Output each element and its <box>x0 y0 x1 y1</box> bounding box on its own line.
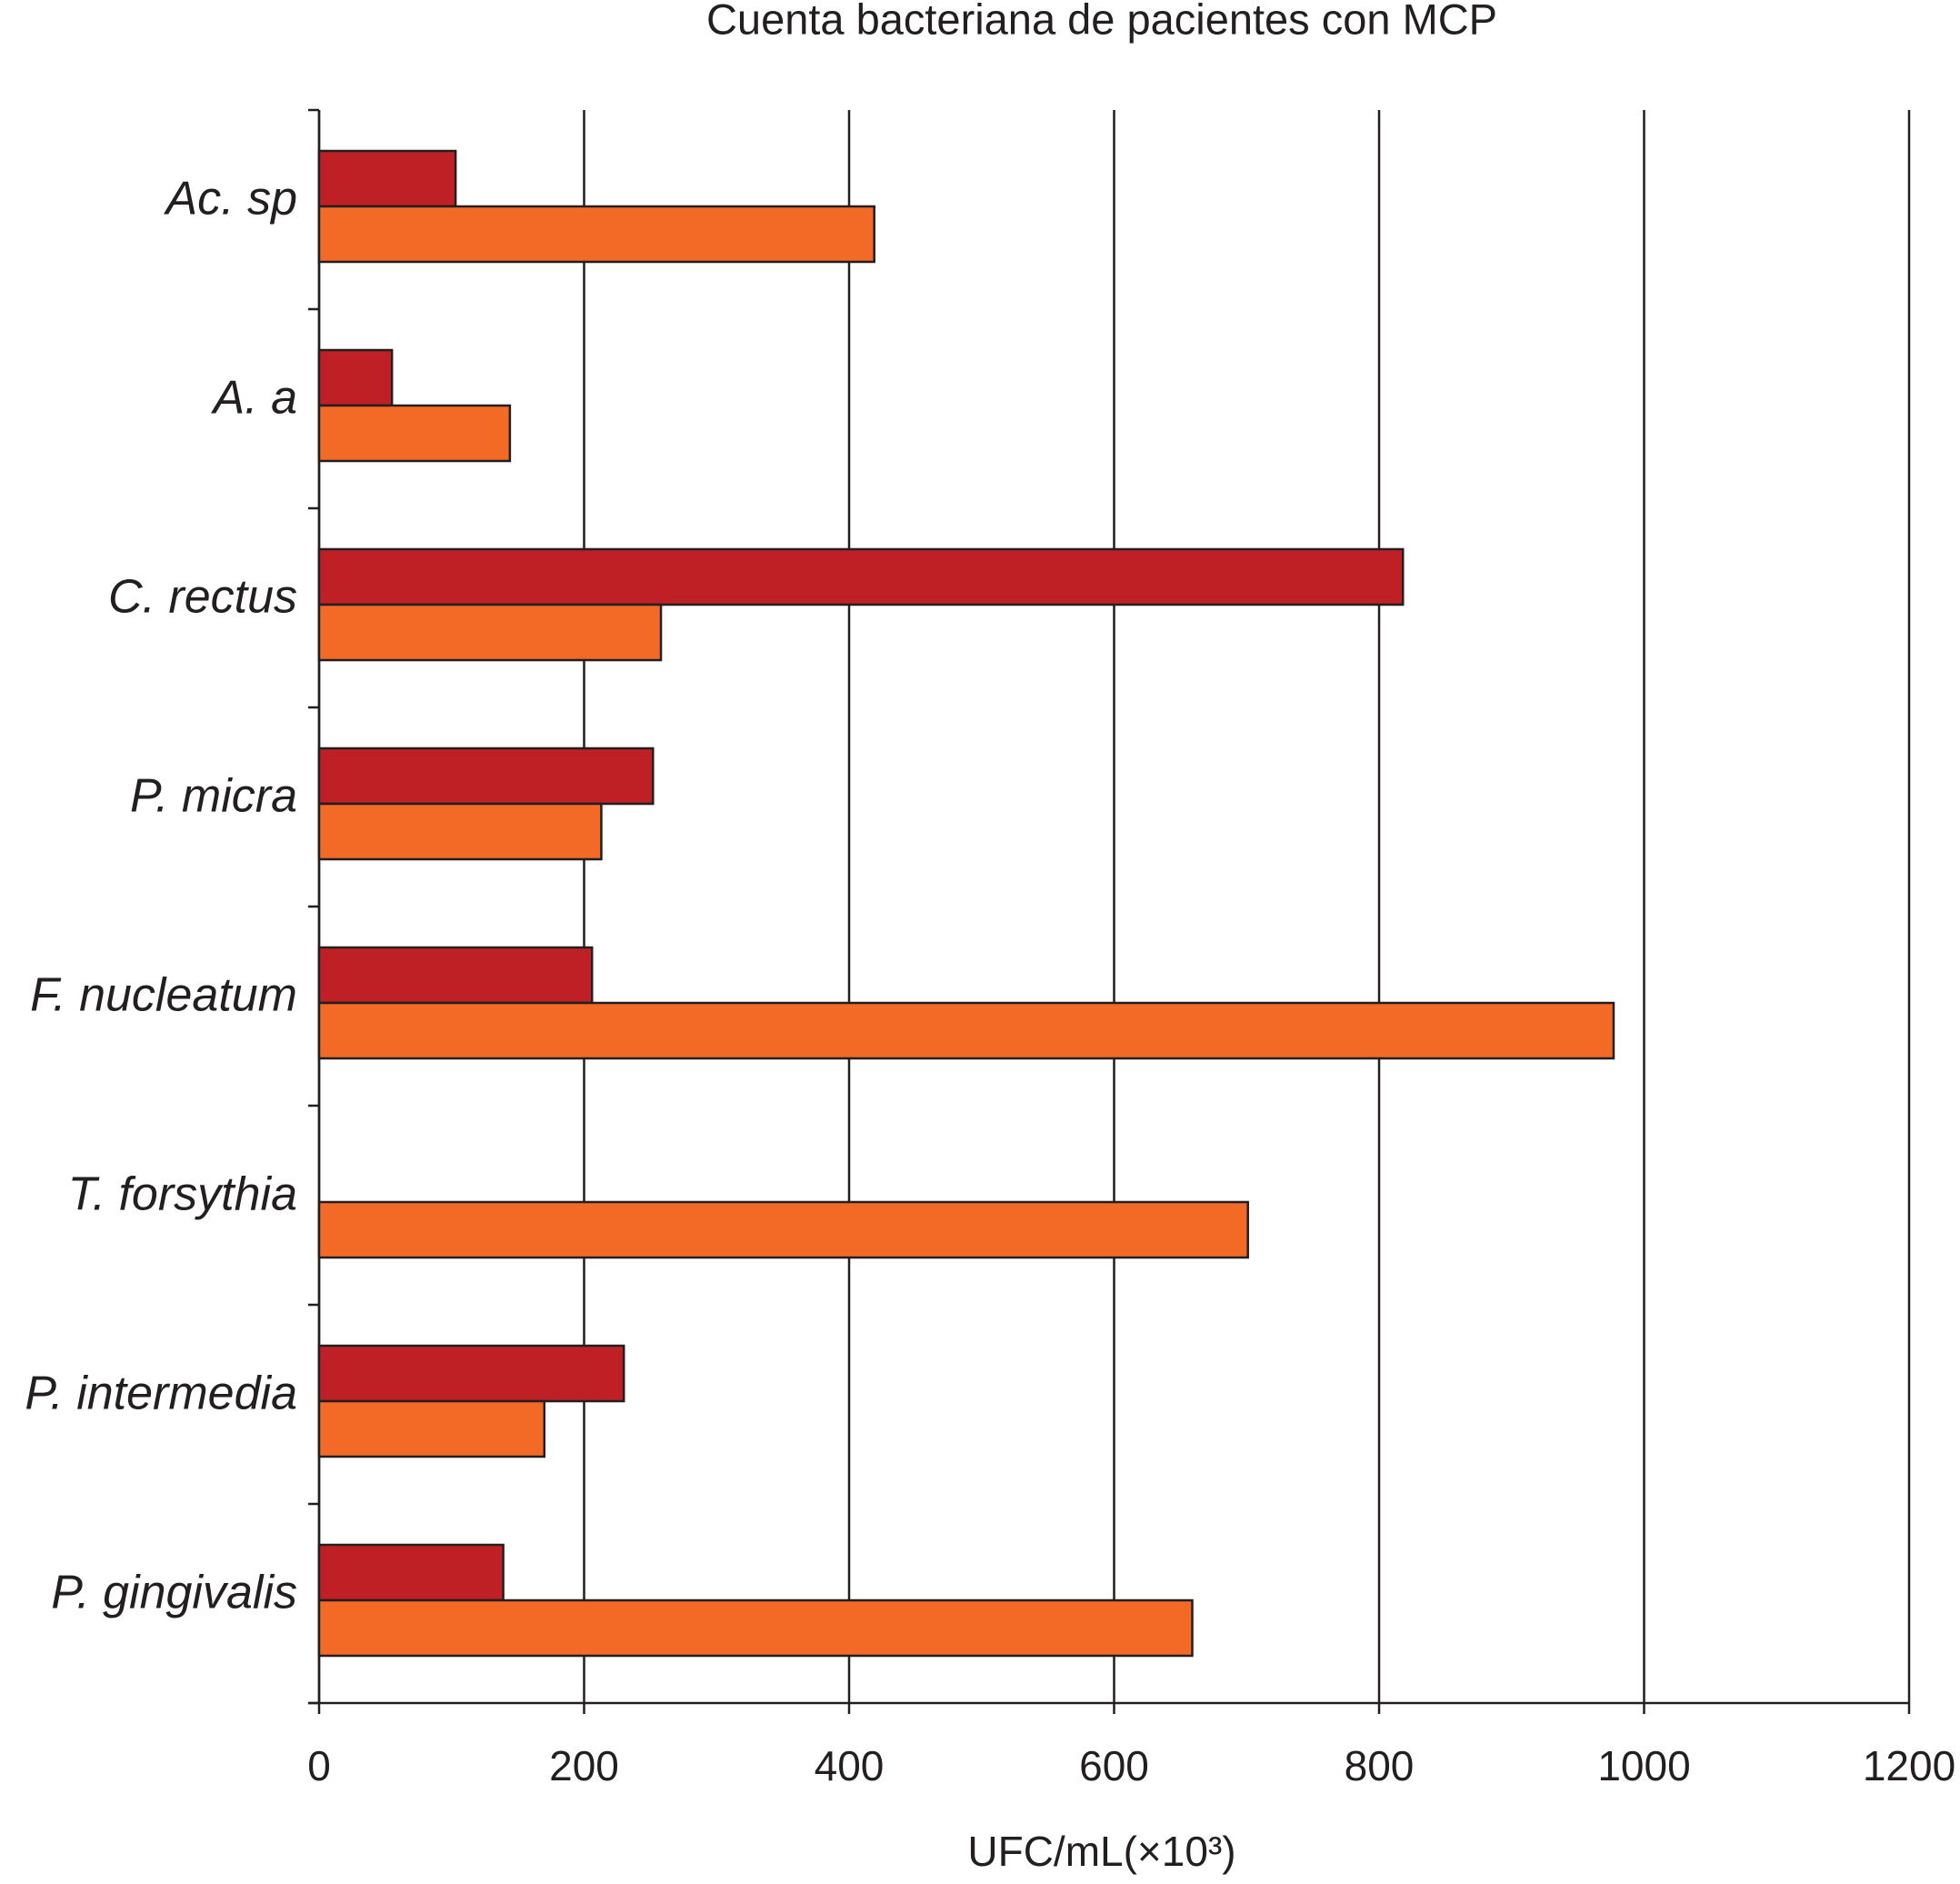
bar <box>317 946 594 1005</box>
bar <box>317 1598 1194 1658</box>
x-tick-label: 800 <box>1345 1742 1415 1789</box>
x-tick-label: 200 <box>549 1742 619 1789</box>
bar <box>317 1399 546 1458</box>
x-tick-label: 1200 <box>1863 1742 1955 1789</box>
category-label: P. intermedia <box>25 1367 297 1419</box>
bar <box>317 802 603 861</box>
bar <box>317 404 512 463</box>
category-label: P. gingivalis <box>51 1566 297 1618</box>
category-label: T. forsythia <box>68 1167 297 1220</box>
bar <box>317 149 457 208</box>
bar <box>317 1344 625 1403</box>
x-tick-label: 1000 <box>1597 1742 1690 1789</box>
chart-title: Cuenta bacteriana de pacientes con MCP <box>706 0 1497 43</box>
bar <box>317 348 394 407</box>
category-label: Ac. sp <box>164 172 298 225</box>
bar <box>317 603 663 662</box>
bar <box>317 205 875 264</box>
category-label: F. nucleatum <box>30 968 297 1021</box>
bar <box>317 1001 1615 1060</box>
x-tick-label: 600 <box>1079 1742 1149 1789</box>
bar <box>317 547 1405 606</box>
category-label: P. micra <box>130 769 297 822</box>
x-tick-label: 0 <box>307 1742 331 1789</box>
category-label: C. rectus <box>108 570 297 623</box>
bar <box>317 747 655 806</box>
x-tick-label: 400 <box>815 1742 885 1789</box>
category-label: A. a <box>211 371 298 424</box>
x-axis-label: UFC/mL(×10³) <box>967 1828 1235 1875</box>
bar <box>317 1543 505 1602</box>
bar <box>317 1200 1249 1259</box>
